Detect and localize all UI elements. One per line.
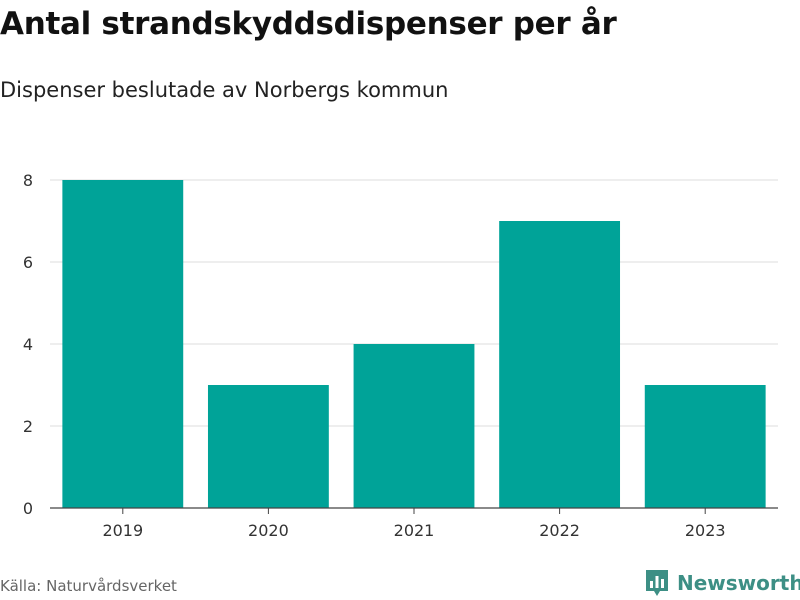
y-tick-label: 0 <box>23 499 33 518</box>
x-tick-label: 2019 <box>102 521 143 540</box>
x-tick-label: 2023 <box>685 521 726 540</box>
bar-2022 <box>499 221 621 508</box>
brand-name: Newsworthy <box>677 571 800 595</box>
y-tick-label: 8 <box>23 171 33 190</box>
y-tick-label: 4 <box>23 335 33 354</box>
bar-2021 <box>353 344 475 508</box>
bar-2020 <box>207 385 329 508</box>
x-tick-label: 2022 <box>539 521 580 540</box>
chart-subtitle: Dispenser beslutade av Norbergs kommun <box>0 78 449 102</box>
x-tick-label: 2021 <box>394 521 435 540</box>
brand-logo: Newsworthy <box>644 568 800 598</box>
chart-title: Antal strandskyddsdispenser per år <box>0 6 617 42</box>
source-note: Källa: Naturvårdsverket <box>0 577 177 595</box>
bar-2019 <box>62 180 184 508</box>
y-axis-ticks: 0 2 4 6 8 <box>23 171 33 518</box>
x-tick-label: 2020 <box>248 521 289 540</box>
bars <box>62 180 766 508</box>
x-axis-ticks: 2019 2020 2021 2022 2023 <box>102 508 726 540</box>
y-tick-label: 6 <box>23 253 33 272</box>
y-tick-label: 2 <box>23 417 33 436</box>
bar-2023 <box>644 385 766 508</box>
bar-chart-badge-icon <box>646 570 668 596</box>
